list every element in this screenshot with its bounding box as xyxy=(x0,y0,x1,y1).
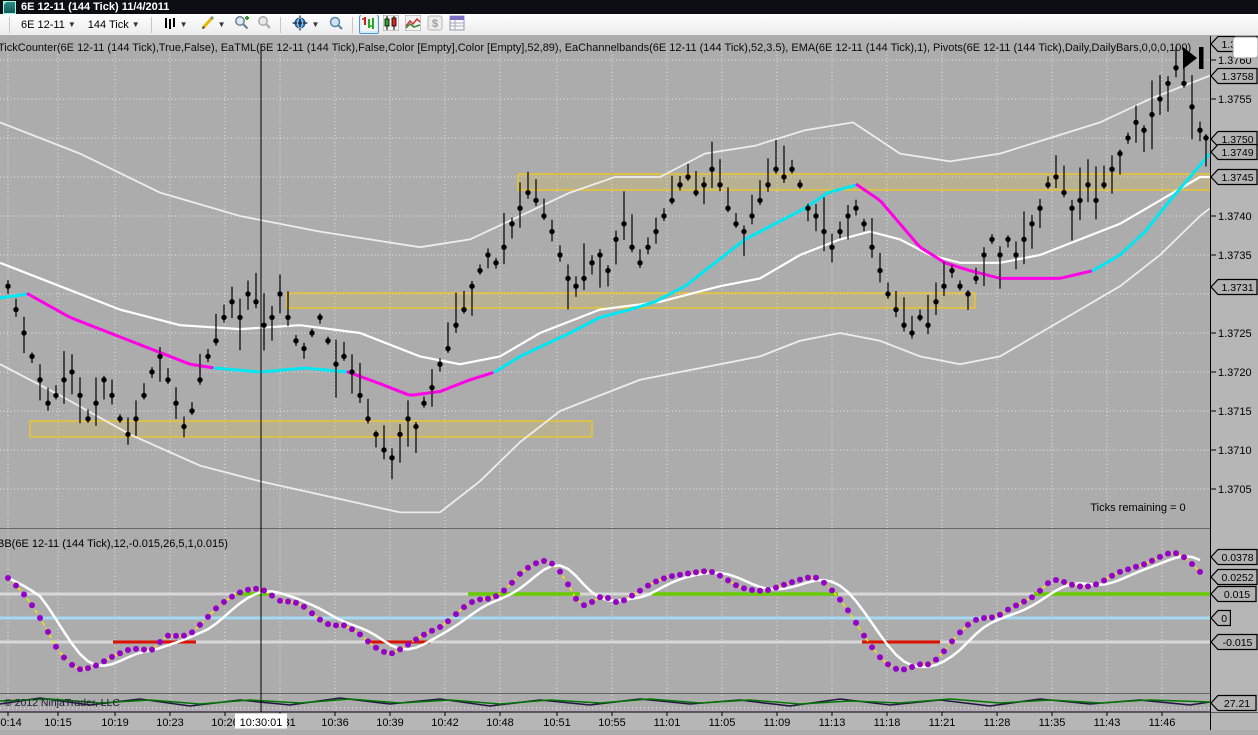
chevron-down-icon: ▼ xyxy=(68,21,76,29)
svg-text:11:18: 11:18 xyxy=(874,717,901,729)
crosshair-time-label: 10:30:01 xyxy=(235,714,287,730)
svg-text:0.0252: 0.0252 xyxy=(1221,572,1253,584)
crosshair-dropdown[interactable]: ▼ xyxy=(287,13,324,36)
svg-text:1.3740: 1.3740 xyxy=(1218,211,1252,223)
svg-text:10:23: 10:23 xyxy=(156,717,184,729)
window-title: 6E 12-11 (144 Tick) 11/4/2011 xyxy=(21,0,169,14)
svg-text:0.015: 0.015 xyxy=(1224,589,1250,601)
svg-text:27.21: 27.21 xyxy=(1224,698,1250,710)
svg-text:10:55: 10:55 xyxy=(598,717,626,729)
svg-text:10:19: 10:19 xyxy=(101,717,129,729)
chart-canvas[interactable]: TickCounter(6E 12-11 (144 Tick),True,Fal… xyxy=(0,36,1258,730)
time-axis[interactable]: 10:1410:1510:1910:2310:2610:3110:3610:39… xyxy=(0,712,1258,730)
svg-text:10:48: 10:48 xyxy=(486,717,514,729)
svg-text:-0.015: -0.015 xyxy=(1223,637,1253,649)
svg-text:1.3755: 1.3755 xyxy=(1218,94,1252,106)
svg-text:TickCounter(6E 12-11 (144 Tick: TickCounter(6E 12-11 (144 Tick),True,Fal… xyxy=(0,42,1191,54)
svg-text:11:35: 11:35 xyxy=(1039,717,1066,729)
svg-text:10:15: 10:15 xyxy=(44,717,72,729)
chevron-down-icon: ▼ xyxy=(132,21,140,29)
window-titlebar[interactable]: 6E 12-11 (144 Tick) 11/4/2011 xyxy=(0,0,1258,14)
svg-text:11:09: 11:09 xyxy=(764,717,791,729)
svg-text:11:43: 11:43 xyxy=(1094,717,1121,729)
chart-style-bars-button[interactable] xyxy=(359,15,379,34)
data-grid-icon xyxy=(449,15,465,34)
zoom-out-icon xyxy=(256,15,272,34)
crosshair-globe-icon xyxy=(292,15,308,34)
chart-style-line-button[interactable] xyxy=(403,15,423,34)
pencil-icon xyxy=(200,16,215,34)
ticks-remaining-label: Ticks remaining = 0 xyxy=(1090,502,1185,514)
instrument-label: 6E 12-11 xyxy=(21,19,65,31)
draw-tool-dropdown[interactable]: ▼ xyxy=(195,14,231,36)
chart-line-icon xyxy=(405,15,421,34)
indicator-label: TickCounter(6E 12-11 (144 Tick),True,Fal… xyxy=(0,42,1191,54)
data-box-button[interactable] xyxy=(326,15,346,34)
svg-text:10:14: 10:14 xyxy=(0,717,22,729)
svg-text:11:05: 11:05 xyxy=(709,717,736,729)
svg-text:1.3720: 1.3720 xyxy=(1218,367,1252,379)
svg-text:1.3758: 1.3758 xyxy=(1221,71,1253,83)
toolbar-separator xyxy=(280,17,281,33)
svg-text:0: 0 xyxy=(1221,613,1227,625)
zoom-in-icon xyxy=(234,15,250,34)
svg-text:1.3749: 1.3749 xyxy=(1221,147,1253,159)
zoom-in-button[interactable] xyxy=(232,15,252,34)
instrument-dropdown[interactable]: 6E 12-11 ▼ xyxy=(16,17,81,33)
chart-style-candles-button[interactable] xyxy=(381,15,401,34)
bb-panel-label: BB(6E 12-11 (144 Tick),12,-0.015,26,5,1,… xyxy=(0,538,228,550)
svg-text:0.0378: 0.0378 xyxy=(1221,552,1253,564)
toolbar-separator xyxy=(151,17,152,33)
svg-text:11:28: 11:28 xyxy=(984,717,1011,729)
toolbar-separator xyxy=(9,17,10,33)
svg-text:1.3715: 1.3715 xyxy=(1218,406,1252,418)
interval-dropdown[interactable]: 144 Tick ▼ xyxy=(83,17,145,33)
svg-text:10:30:01: 10:30:01 xyxy=(240,717,283,729)
copyright-label: © 2012 NinjaTrader, LLC xyxy=(4,697,120,709)
svg-text:BB(6E 12-11 (144 Tick),12,-0.0: BB(6E 12-11 (144 Tick),12,-0.015,26,5,1,… xyxy=(0,538,228,550)
chevron-down-icon: ▼ xyxy=(311,21,319,29)
app-icon xyxy=(3,1,16,14)
dollar-button[interactable]: $ xyxy=(425,15,445,34)
zoom-out-button[interactable] xyxy=(254,15,274,34)
chevron-down-icon: ▼ xyxy=(218,21,226,29)
svg-text:$: $ xyxy=(432,18,438,30)
svg-text:10:39: 10:39 xyxy=(376,717,404,729)
interval-label: 144 Tick xyxy=(88,19,129,31)
chart-toolbar: 6E 12-11 ▼ 144 Tick ▼ ▼ ▼ ▼ $ xyxy=(0,14,1258,36)
dollar-icon: $ xyxy=(427,15,443,34)
svg-text:10:36: 10:36 xyxy=(321,717,349,729)
chart-bars-icon xyxy=(361,15,377,34)
svg-text:1.3731: 1.3731 xyxy=(1221,282,1253,294)
svg-text:10:51: 10:51 xyxy=(543,717,571,729)
svg-text:1.3705: 1.3705 xyxy=(1218,484,1252,496)
svg-text:1.3735: 1.3735 xyxy=(1218,250,1252,262)
data-grid-button[interactable] xyxy=(447,15,467,34)
svg-text:1.3745: 1.3745 xyxy=(1221,172,1253,184)
svg-text:1.3710: 1.3710 xyxy=(1218,445,1252,457)
svg-text:11:46: 11:46 xyxy=(1149,717,1176,729)
svg-text:11:13: 11:13 xyxy=(819,717,846,729)
svg-text:10:26: 10:26 xyxy=(211,717,239,729)
chart-candles-icon xyxy=(383,15,399,34)
popup-fragment xyxy=(1233,37,1258,58)
svg-text:11:21: 11:21 xyxy=(929,717,956,729)
svg-text:1.3725: 1.3725 xyxy=(1218,328,1252,340)
data-box-icon xyxy=(328,15,344,34)
bar-type-dropdown[interactable]: ▼ xyxy=(158,14,193,35)
bar-type-icon xyxy=(163,16,177,33)
svg-text:10:42: 10:42 xyxy=(431,717,459,729)
svg-text:Ticks remaining = 0: Ticks remaining = 0 xyxy=(1090,502,1185,514)
svg-text:11:01: 11:01 xyxy=(654,717,681,729)
svg-text:© 2012 NinjaTrader, LLC: © 2012 NinjaTrader, LLC xyxy=(4,697,120,709)
toolbar-separator xyxy=(352,17,353,33)
chevron-down-icon: ▼ xyxy=(180,21,188,29)
